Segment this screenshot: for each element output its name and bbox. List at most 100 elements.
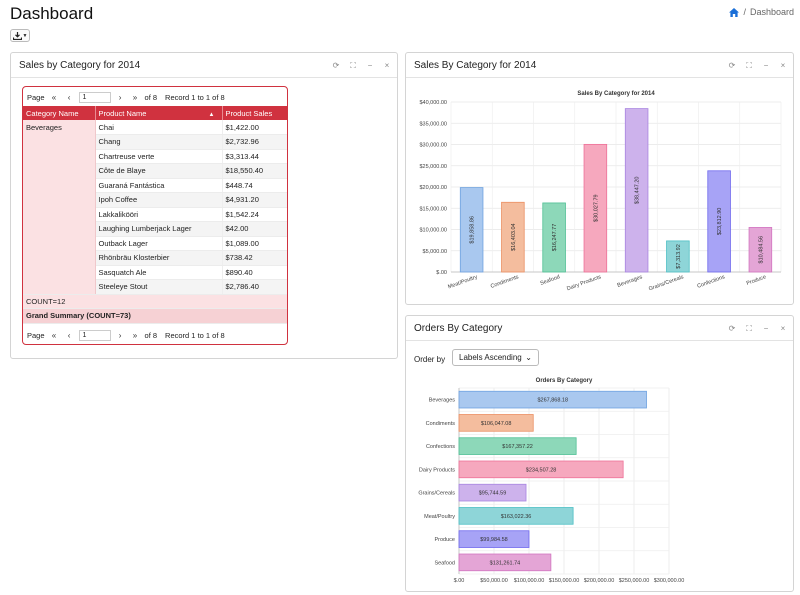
grand-summary-label: Grand Summary (COUNT=73) xyxy=(23,308,287,324)
header-product-name[interactable]: Product Name ▲ xyxy=(95,106,223,120)
bar xyxy=(501,201,525,273)
orders-chart-panel: Orders By Category ⟳ ⛶ − × Order by Labe… xyxy=(405,315,794,592)
last-page-button[interactable]: » xyxy=(132,92,138,102)
chart-title: Sales By Category for 2014 xyxy=(577,91,655,97)
product-name-cell: Guaraná Fantástica xyxy=(95,178,223,193)
bar xyxy=(666,240,690,273)
prev-page-button[interactable]: ‹ xyxy=(67,92,71,102)
next-page-button[interactable]: › xyxy=(118,330,122,340)
product-name-cell: Chartreuse verte xyxy=(95,149,223,164)
chevron-down-icon: ⌄ xyxy=(525,353,532,362)
x-tick-label: Condiments xyxy=(490,274,520,290)
product-name-cell: Steeleye Stout xyxy=(95,279,223,295)
sales-chart-panel-title: Sales By Category for 2014 xyxy=(414,60,537,71)
bar-value-label: $23,812.90 xyxy=(717,208,723,236)
close-icon[interactable]: × xyxy=(780,324,786,333)
export-button[interactable]: ▼ xyxy=(10,29,30,42)
product-name-cell: Sasquatch Ale xyxy=(95,265,223,280)
bar-value-label: $131,261.74 xyxy=(490,560,521,566)
product-sales-cell: $4,931.20 xyxy=(222,192,287,208)
pager-record-label: Record 1 to 1 of 8 xyxy=(165,330,225,340)
product-name-cell: Outback Lager xyxy=(95,236,223,251)
product-sales-cell: $3,313.44 xyxy=(222,149,287,164)
product-sales-cell: $42.00 xyxy=(222,221,287,237)
pivot-grid: Page « ‹ 1 › » of 8 Record 1 to 1 of 8 C… xyxy=(22,86,288,345)
refresh-icon[interactable]: ⟳ xyxy=(728,61,736,70)
product-sales-cell: $890.40 xyxy=(222,265,287,280)
pager-page-label: Page xyxy=(27,92,45,102)
grand-summary-row: Grand Summary (COUNT=73) xyxy=(23,308,287,324)
x-tick-label: Grains/Cereals xyxy=(648,274,685,292)
next-page-button[interactable]: › xyxy=(118,92,122,102)
caret-down-icon: ▼ xyxy=(22,32,28,39)
bar-value-label: $30,027.79 xyxy=(593,194,599,222)
refresh-icon[interactable]: ⟳ xyxy=(728,324,736,333)
expand-icon[interactable]: ⛶ xyxy=(746,324,752,333)
bar-value-label: $19,858.86 xyxy=(470,216,476,244)
order-by-select[interactable]: Labels Ascending ⌄ xyxy=(452,349,539,366)
table-row: Beverages Chai $1,422.00 xyxy=(23,120,287,295)
first-page-button[interactable]: « xyxy=(51,92,57,102)
y-tick-label: Dairy Products xyxy=(419,467,455,473)
minimize-icon[interactable]: − xyxy=(763,324,769,333)
pager-of-label: of 8 xyxy=(144,330,158,340)
table-row: Steeleye Stout $2,786.40 xyxy=(23,279,287,295)
x-tick-label: $300,000.00 xyxy=(654,578,685,584)
first-page-button[interactable]: « xyxy=(51,330,57,340)
y-tick-label: Confections xyxy=(426,444,455,450)
bar-value-label: $106,047.08 xyxy=(481,421,512,427)
bar xyxy=(458,460,624,479)
expand-icon[interactable]: ⛶ xyxy=(746,61,752,70)
close-icon[interactable]: × xyxy=(780,61,786,70)
bar xyxy=(458,507,574,525)
bar xyxy=(458,530,530,548)
bar xyxy=(458,414,534,432)
order-by-value: Labels Ascending xyxy=(459,353,522,362)
bar-value-label: $267,868.18 xyxy=(537,398,568,404)
product-name-cell: Chang xyxy=(95,134,223,150)
y-tick-label: Produce xyxy=(435,537,456,543)
y-tick-label: $5,000.00 xyxy=(423,249,447,255)
product-sales-cell: $18,550.40 xyxy=(222,163,287,179)
y-tick-label: Grains/Cereals xyxy=(418,491,455,497)
bar-value-label: $167,357.22 xyxy=(502,444,533,450)
header-product-sales[interactable]: Product Sales xyxy=(222,106,287,120)
download-icon xyxy=(12,31,22,40)
bar xyxy=(458,553,552,572)
table-row: Côte de Blaye $18,550.40 xyxy=(23,163,287,179)
refresh-icon[interactable]: ⟳ xyxy=(332,61,340,70)
breadcrumb-separator: / xyxy=(743,7,746,17)
prev-page-button[interactable]: ‹ xyxy=(67,330,71,340)
orders-chart-panel-tools: ⟳ ⛶ − × xyxy=(728,324,787,333)
y-tick-label: $20,000.00 xyxy=(419,185,447,191)
page-input[interactable]: 1 xyxy=(78,329,111,341)
page-input[interactable]: 1 xyxy=(78,91,111,103)
x-tick-label: $100,000.00 xyxy=(514,578,545,584)
breadcrumb-current: Dashboard xyxy=(749,7,794,17)
table-row: Chang $2,732.96 xyxy=(23,134,287,150)
minimize-icon[interactable]: − xyxy=(763,61,769,70)
header-category-name[interactable]: Category Name xyxy=(23,106,96,120)
y-tick-label: Meat/Poultry xyxy=(424,514,455,520)
pager-top: Page « ‹ 1 › » of 8 Record 1 to 1 of 8 xyxy=(23,88,287,106)
y-tick-label: Seafood xyxy=(435,560,456,566)
product-sales-cell: $1,542.24 xyxy=(222,207,287,222)
home-icon[interactable] xyxy=(729,7,740,17)
table-row: Rhönbräu Klosterbier $738.42 xyxy=(23,250,287,266)
expand-icon[interactable]: ⛶ xyxy=(350,61,356,70)
bar xyxy=(458,437,577,455)
last-page-button[interactable]: » xyxy=(132,330,138,340)
table-row: Guaraná Fantástica $448.74 xyxy=(23,178,287,193)
x-tick-label: $50,000.00 xyxy=(480,578,508,584)
x-tick-label: $150,000.00 xyxy=(549,578,580,584)
minimize-icon[interactable]: − xyxy=(367,61,373,70)
bar-value-label: $7,313.92 xyxy=(676,244,682,268)
bar-value-label: $163,022.36 xyxy=(501,514,532,520)
bar xyxy=(542,202,566,273)
pager-record-label: Record 1 to 1 of 8 xyxy=(165,92,225,102)
close-icon[interactable]: × xyxy=(384,61,390,70)
bar xyxy=(624,108,649,273)
sales-bar-chart: Sales By Category for 2014 $.00 $5,000.00 $… xyxy=(419,91,782,292)
chart-title: Orders By Category xyxy=(536,378,593,384)
x-tick-label: Confections xyxy=(696,274,726,290)
